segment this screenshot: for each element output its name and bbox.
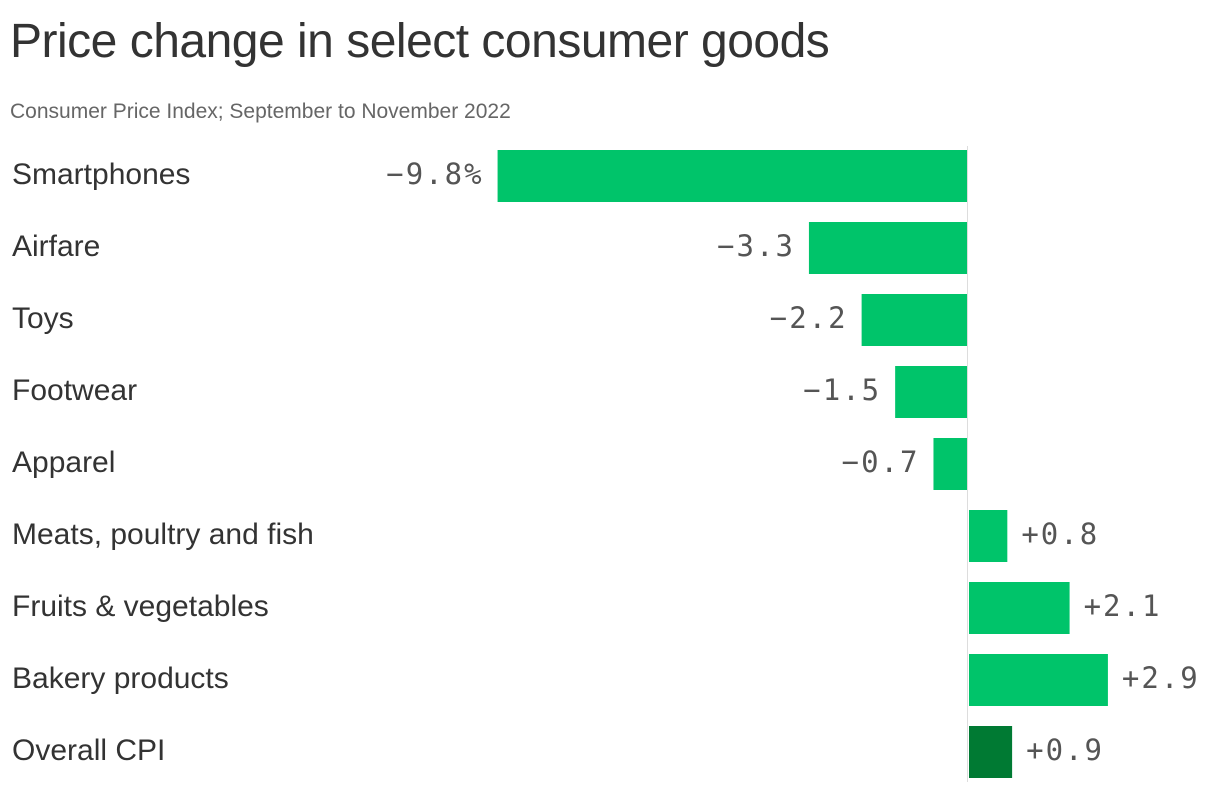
category-label: Footwear bbox=[12, 374, 137, 407]
category-label: Apparel bbox=[12, 446, 115, 479]
value-label: −1.5 bbox=[803, 373, 881, 407]
bar bbox=[969, 726, 1013, 778]
bar bbox=[808, 222, 967, 274]
value-label: +2.1 bbox=[1084, 589, 1162, 623]
value-label: −0.7 bbox=[842, 445, 920, 479]
category-label: Overall CPI bbox=[12, 734, 165, 767]
bar bbox=[969, 510, 1008, 562]
bar bbox=[861, 294, 967, 346]
bar bbox=[933, 438, 967, 490]
category-label: Bakery products bbox=[12, 662, 229, 695]
value-label: −2.2 bbox=[770, 301, 848, 335]
bar bbox=[969, 582, 1070, 634]
bar bbox=[497, 150, 967, 202]
value-label: +2.9 bbox=[1122, 661, 1200, 695]
category-label: Fruits & vegetables bbox=[12, 590, 269, 623]
value-label: +0.9 bbox=[1026, 733, 1104, 767]
value-label: −3.3 bbox=[717, 229, 795, 263]
value-label: −9.8% bbox=[386, 157, 483, 191]
category-label: Toys bbox=[12, 302, 74, 335]
value-label: +0.8 bbox=[1021, 517, 1099, 551]
category-label: Meats, poultry and fish bbox=[12, 518, 314, 551]
category-label: Smartphones bbox=[12, 158, 190, 191]
bar bbox=[969, 654, 1108, 706]
category-label: Airfare bbox=[12, 230, 100, 263]
chart-subtitle: Consumer Price Index; September to Novem… bbox=[10, 100, 511, 123]
chart-title: Price change in select consumer goods bbox=[10, 15, 830, 68]
bar bbox=[895, 366, 967, 418]
